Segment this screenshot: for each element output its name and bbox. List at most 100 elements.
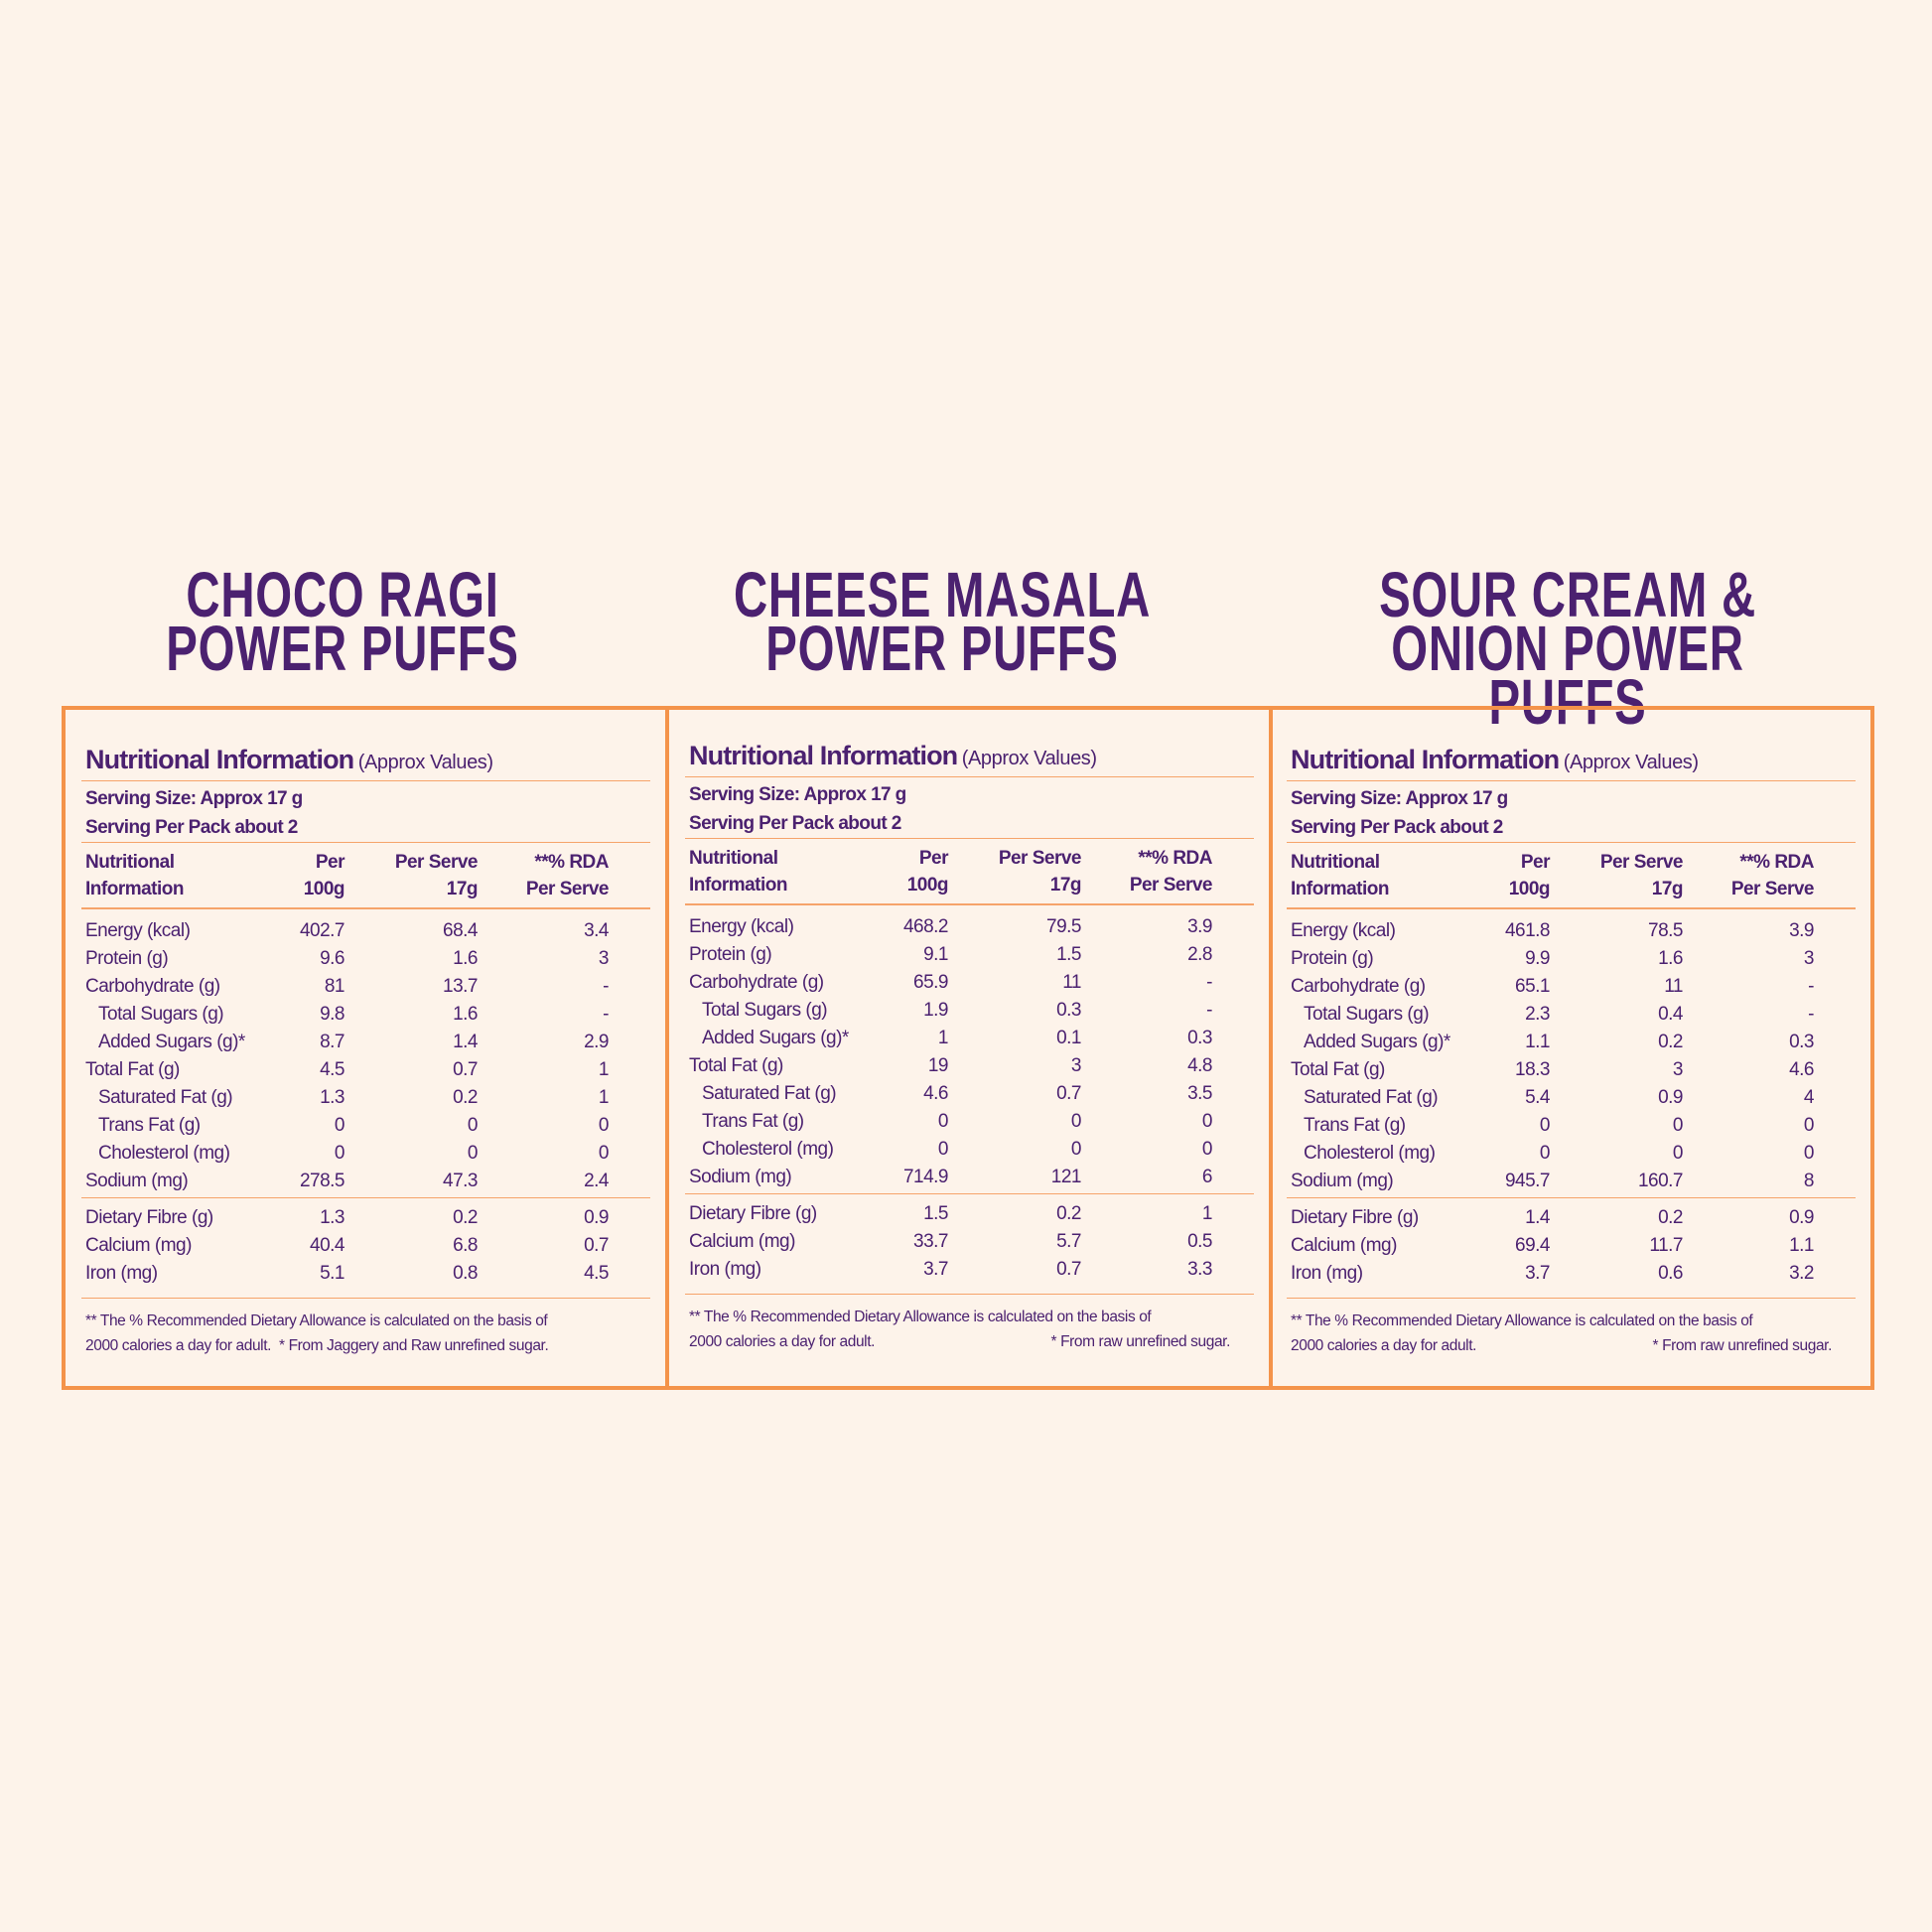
column-header: Per [1520, 852, 1551, 873]
value-rda: 3 [598, 948, 610, 969]
value-rda: - [1206, 972, 1212, 993]
nutrient-label: Carbohydrate (g) [1291, 976, 1426, 997]
value-per-100g: 69.4 [1515, 1235, 1550, 1256]
table-header: Nutritional Per Per Serve **% RDA Informatio… [685, 839, 1254, 905]
nutrient-label: Saturated Fat (g) [98, 1087, 233, 1108]
value-per-serve: 0 [467, 1115, 479, 1136]
value-per-serve: 0.4 [1658, 1004, 1683, 1025]
value-rda: 3.3 [1187, 1259, 1212, 1280]
nutrient-rows: Energy (kcal) 402.7 68.4 3.4 Protein (g) 9.6 1… [81, 909, 650, 1198]
value-per-serve: 79.5 [1046, 916, 1081, 937]
value-per-serve: 47.3 [443, 1171, 478, 1191]
value-per-serve: 6.8 [453, 1235, 478, 1256]
value-rda: 1 [598, 1087, 610, 1108]
value-per-serve: 0.7 [1056, 1259, 1081, 1280]
nutrient-label: Added Sugars (g)* [98, 1032, 245, 1052]
value-per-100g: 5.4 [1525, 1087, 1550, 1108]
nutrient-label: Dietary Fibre (g) [1291, 1207, 1419, 1228]
heading-note: (Approx Values) [1563, 752, 1699, 773]
product-title-line: ONION POWER PUFFS [1391, 613, 1744, 738]
value-per-serve: 0.6 [1658, 1263, 1683, 1284]
value-per-100g: 8.7 [320, 1032, 345, 1052]
nutrient-label: Sodium (mg) [689, 1167, 792, 1187]
value-rda: - [603, 976, 609, 997]
value-per-100g: 18.3 [1515, 1059, 1550, 1080]
column-header: Per [918, 848, 949, 869]
value-per-100g: 714.9 [902, 1167, 949, 1187]
column-header: **% RDA [1739, 852, 1814, 873]
nutrient-label: Dietary Fibre (g) [85, 1207, 213, 1228]
column-header: 100g [906, 875, 949, 896]
column-header: 100g [1508, 879, 1551, 899]
value-rda: 1.1 [1789, 1235, 1814, 1256]
value-rda: 3.9 [1187, 916, 1212, 937]
column-header: Per Serve [394, 852, 479, 873]
column-header: Per Serve [1730, 879, 1815, 899]
value-rda: 3.2 [1789, 1263, 1814, 1284]
nutrition-panel: Nutritional Information (Approx Values) S… [1269, 710, 1870, 1386]
value-per-100g: 0 [1539, 1143, 1551, 1164]
nutrition-panel: Nutritional Information (Approx Values) S… [66, 710, 665, 1386]
value-per-100g: 945.7 [1504, 1171, 1551, 1191]
value-per-serve: 0.2 [453, 1207, 478, 1228]
nutrient-label: Iron (mg) [689, 1259, 761, 1280]
value-per-100g: 402.7 [299, 920, 345, 941]
column-header: Information [85, 879, 185, 899]
footnote-line-2: 2000 calories a day for adult. * From Jag… [85, 1333, 626, 1358]
column-header: Per Serve [1599, 852, 1684, 873]
value-per-serve: 13.7 [443, 976, 478, 997]
value-per-100g: 1.1 [1525, 1032, 1550, 1052]
column-header: 100g [303, 879, 345, 899]
nutrient-label: Total Fat (g) [1291, 1059, 1385, 1080]
value-rda: 1 [598, 1059, 610, 1080]
serving-size: Serving Size: Approx 17 g [1291, 788, 1508, 809]
nutrient-label: Calcium (mg) [689, 1231, 795, 1252]
value-per-100g: 1 [937, 1028, 949, 1048]
product-title: CHEESE MASALA POWER PUFFS [644, 563, 1240, 680]
serving-info: Serving Size: Approx 17 g Serving Per Pac… [81, 781, 650, 843]
column-header: Nutritional [689, 848, 778, 869]
value-rda: 4.6 [1789, 1059, 1814, 1080]
value-per-100g: 1.3 [320, 1087, 345, 1108]
value-rda: 0.3 [1187, 1028, 1212, 1048]
value-rda: 0 [1803, 1143, 1815, 1164]
serving-info: Serving Size: Approx 17 g Serving Per Pac… [1287, 781, 1856, 843]
nutrient-label: Iron (mg) [1291, 1263, 1363, 1284]
value-per-serve: 0.2 [1056, 1203, 1081, 1224]
column-header: Per Serve [998, 848, 1082, 869]
value-per-100g: 0 [937, 1111, 949, 1132]
value-per-100g: 468.2 [902, 916, 949, 937]
value-per-serve: 5.7 [1056, 1231, 1081, 1252]
value-per-100g: 9.6 [320, 948, 345, 969]
nutrient-label: Total Sugars (g) [1304, 1004, 1430, 1025]
value-per-serve: 0.2 [1658, 1207, 1683, 1228]
nutrient-label: Calcium (mg) [1291, 1235, 1397, 1256]
nutrient-label: Carbohydrate (g) [689, 972, 824, 993]
mineral-rows: Dietary Fibre (g) 1.3 0.2 0.9 Calcium (mg) 40… [81, 1198, 650, 1299]
value-rda: 0.7 [584, 1235, 609, 1256]
value-per-serve: 0.9 [1658, 1087, 1683, 1108]
nutrient-label: Trans Fat (g) [702, 1111, 804, 1132]
serving-info: Serving Size: Approx 17 g Serving Per Pac… [685, 777, 1254, 839]
nutrition-panel: Nutritional Information (Approx Values) S… [665, 710, 1269, 1386]
column-header: Nutritional [1291, 852, 1380, 873]
column-header: 17g [1049, 875, 1082, 896]
serving-size: Serving Size: Approx 17 g [689, 784, 906, 805]
product-title: CHOCO RAGI POWER PUFFS [45, 563, 640, 684]
nutrient-label: Sodium (mg) [1291, 1171, 1394, 1191]
nutrition-table: Nutritional Information (Approx Values) S… [685, 738, 1254, 1354]
product-title-line: POWER PUFFS [166, 613, 519, 684]
heading-title: Nutritional Information [689, 741, 958, 770]
value-rda: 4.8 [1187, 1055, 1212, 1076]
nutrient-label: Trans Fat (g) [1304, 1115, 1406, 1136]
column-header: Nutritional [85, 852, 175, 873]
value-per-100g: 461.8 [1504, 920, 1551, 941]
nutrient-rows: Energy (kcal) 468.2 79.5 3.9 Protein (g) 9.1 1… [685, 905, 1254, 1194]
nutrient-label: Cholesterol (mg) [98, 1143, 230, 1164]
value-per-100g: 33.7 [913, 1231, 948, 1252]
value-per-serve: 0.7 [453, 1059, 478, 1080]
value-rda: 3 [1803, 948, 1815, 969]
serving-size: Serving Size: Approx 17 g [85, 788, 303, 809]
nutrient-label: Total Fat (g) [689, 1055, 783, 1076]
value-per-serve: 68.4 [443, 920, 478, 941]
